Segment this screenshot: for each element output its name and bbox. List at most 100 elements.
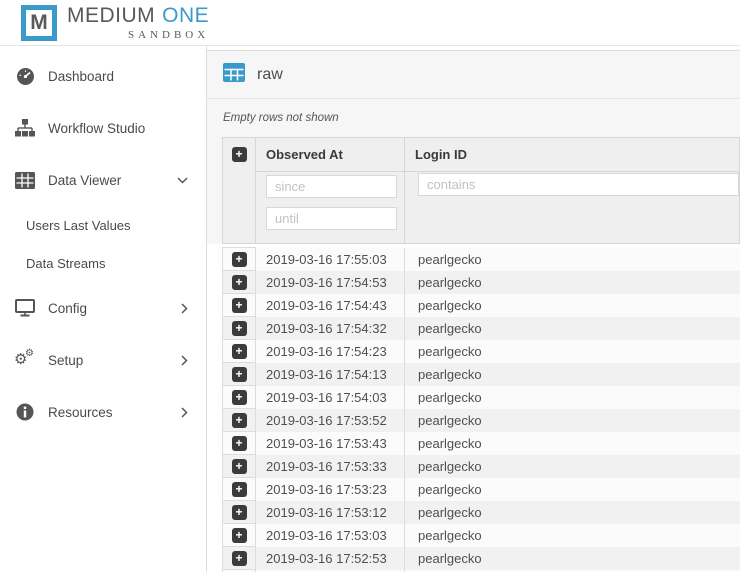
row-expand-cell: + (222, 293, 256, 317)
expand-row-button[interactable]: + (231, 298, 247, 314)
table-row: + 2019-03-16 17:55:03 pearlgecko (222, 247, 740, 271)
table-row: + 2019-03-16 17:53:23 pearlgecko (222, 477, 740, 501)
row-expand-cell: + (222, 523, 256, 547)
sidebar-item-label: Config (48, 300, 88, 316)
sidebar-item-label: Workflow Studio (48, 120, 146, 136)
brand-name-secondary: ONE (162, 4, 210, 27)
brand-logo[interactable]: M (21, 4, 57, 41)
login-id-cell: pearlgecko (404, 408, 740, 432)
expand-row-button[interactable]: + (231, 551, 247, 567)
row-expand-cell: + (222, 339, 256, 363)
expand-row-button[interactable]: + (231, 275, 247, 291)
expand-row-button[interactable]: + (231, 367, 247, 383)
sidebar-item-data-streams[interactable]: Data Streams (0, 244, 206, 282)
expand-row-button[interactable]: + (231, 482, 247, 498)
table-row: + 2019-03-16 17:54:23 pearlgecko (222, 339, 740, 363)
sidebar: Dashboard Workflow Studio Data Viewer Us… (0, 46, 207, 572)
table-row: + 2019-03-16 17:54:43 pearlgecko (222, 293, 740, 317)
plus-icon: + (235, 275, 243, 290)
observed-at-cell: 2019-03-16 17:53:03 (255, 523, 405, 547)
login-id-cell: pearlgecko (404, 431, 740, 455)
expand-row-button[interactable]: + (231, 413, 247, 429)
observed-at-cell: 2019-03-16 17:54:13 (255, 362, 405, 386)
login-id-cell: pearlgecko (404, 385, 740, 409)
row-expand-cell: + (222, 546, 256, 570)
sidebar-item-label: Setup (48, 352, 84, 368)
row-expand-cell (222, 569, 256, 572)
expand-row-button[interactable]: + (231, 505, 247, 521)
login-id-cell: pearlgecko (404, 362, 740, 386)
expand-row-button[interactable]: + (231, 321, 247, 337)
top-bar: M MEDIUM ONE SANDBOX (0, 0, 740, 46)
plus-icon: + (235, 367, 243, 382)
expand-all-button[interactable]: + (231, 147, 247, 163)
chevron-down-icon (177, 176, 188, 184)
sidebar-item-label: Resources (48, 404, 113, 420)
plus-icon: + (235, 505, 243, 520)
row-expand-cell: + (222, 408, 256, 432)
submenu-item-label: Users Last Values (26, 217, 131, 233)
login-id-cell: pearlgecko (404, 316, 740, 340)
submenu-item-label: Data Streams (26, 255, 106, 271)
login-id-cell: pearlgecko (404, 339, 740, 363)
column-header-login-id[interactable]: Login ID (404, 137, 740, 172)
plus-icon: + (235, 482, 243, 497)
panel-header: raw (207, 51, 740, 99)
contains-filter-input[interactable] (418, 173, 739, 196)
sidebar-item-setup[interactable]: ⚙ ⚙ Setup (0, 334, 206, 386)
expand-row-button[interactable]: + (231, 459, 247, 475)
login-id-cell: pearlgecko (404, 270, 740, 294)
table-row: + 2019-03-16 17:54:03 pearlgecko (222, 385, 740, 409)
column-header-observed-at[interactable]: Observed At (255, 137, 405, 172)
plus-icon: + (235, 551, 243, 566)
sidebar-item-label: Dashboard (48, 68, 115, 84)
since-filter-input[interactable] (266, 175, 397, 198)
info-icon (14, 403, 36, 421)
gauge-icon (14, 67, 36, 86)
login-id-cell (404, 569, 740, 572)
sidebar-item-workflow-studio[interactable]: Workflow Studio (0, 102, 206, 154)
observed-at-cell: 2019-03-16 17:53:43 (255, 431, 405, 455)
plus-icon: + (235, 344, 243, 359)
expand-row-button[interactable]: + (231, 528, 247, 544)
table-row: + 2019-03-16 17:53:33 pearlgecko (222, 454, 740, 478)
sidebar-item-dashboard[interactable]: Dashboard (0, 50, 206, 102)
gears-icon: ⚙ ⚙ (14, 348, 34, 368)
login-id-cell: pearlgecko (404, 546, 740, 570)
row-expand-cell: + (222, 477, 256, 501)
expand-all-header-cell: + (222, 137, 256, 244)
observed-at-cell: 2019-03-16 17:53:23 (255, 477, 405, 501)
brand-text[interactable]: MEDIUM ONE SANDBOX (67, 4, 209, 41)
sidebar-item-resources[interactable]: Resources (0, 386, 206, 438)
plus-icon: + (235, 436, 243, 451)
table-row: + 2019-03-16 17:53:43 pearlgecko (222, 431, 740, 455)
empty-rows-notice: Empty rows not shown (223, 112, 339, 124)
row-expand-cell: + (222, 431, 256, 455)
plus-icon: + (235, 528, 243, 543)
table-row: + 2019-03-16 17:53:12 pearlgecko (222, 500, 740, 524)
login-id-cell: pearlgecko (404, 523, 740, 547)
sidebar-item-users-last-values[interactable]: Users Last Values (0, 206, 206, 244)
expand-row-button[interactable]: + (231, 252, 247, 268)
table-row: + 2019-03-16 17:54:32 pearlgecko (222, 316, 740, 340)
sitemap-icon (14, 119, 36, 137)
sidebar-item-data-viewer[interactable]: Data Viewer (0, 154, 206, 206)
plus-icon: + (235, 147, 243, 162)
main-content: raw Empty rows not shown + Observed At L… (207, 46, 740, 572)
login-id-filter-cell (404, 171, 740, 244)
logo-m-letter: M (30, 10, 48, 34)
plus-icon: + (235, 298, 243, 313)
sidebar-item-label: Data Viewer (48, 172, 122, 188)
until-filter-input[interactable] (266, 207, 397, 230)
plus-icon: + (235, 413, 243, 428)
expand-row-button[interactable]: + (231, 390, 247, 406)
login-id-cell: pearlgecko (404, 500, 740, 524)
expand-row-button[interactable]: + (231, 344, 247, 360)
row-expand-cell: + (222, 385, 256, 409)
login-id-cell: pearlgecko (404, 247, 740, 271)
expand-row-button[interactable]: + (231, 436, 247, 452)
observed-at-cell: 2019-03-16 17:54:23 (255, 339, 405, 363)
table-blue-icon (223, 62, 245, 87)
row-expand-cell: + (222, 270, 256, 294)
sidebar-item-config[interactable]: Config (0, 282, 206, 334)
